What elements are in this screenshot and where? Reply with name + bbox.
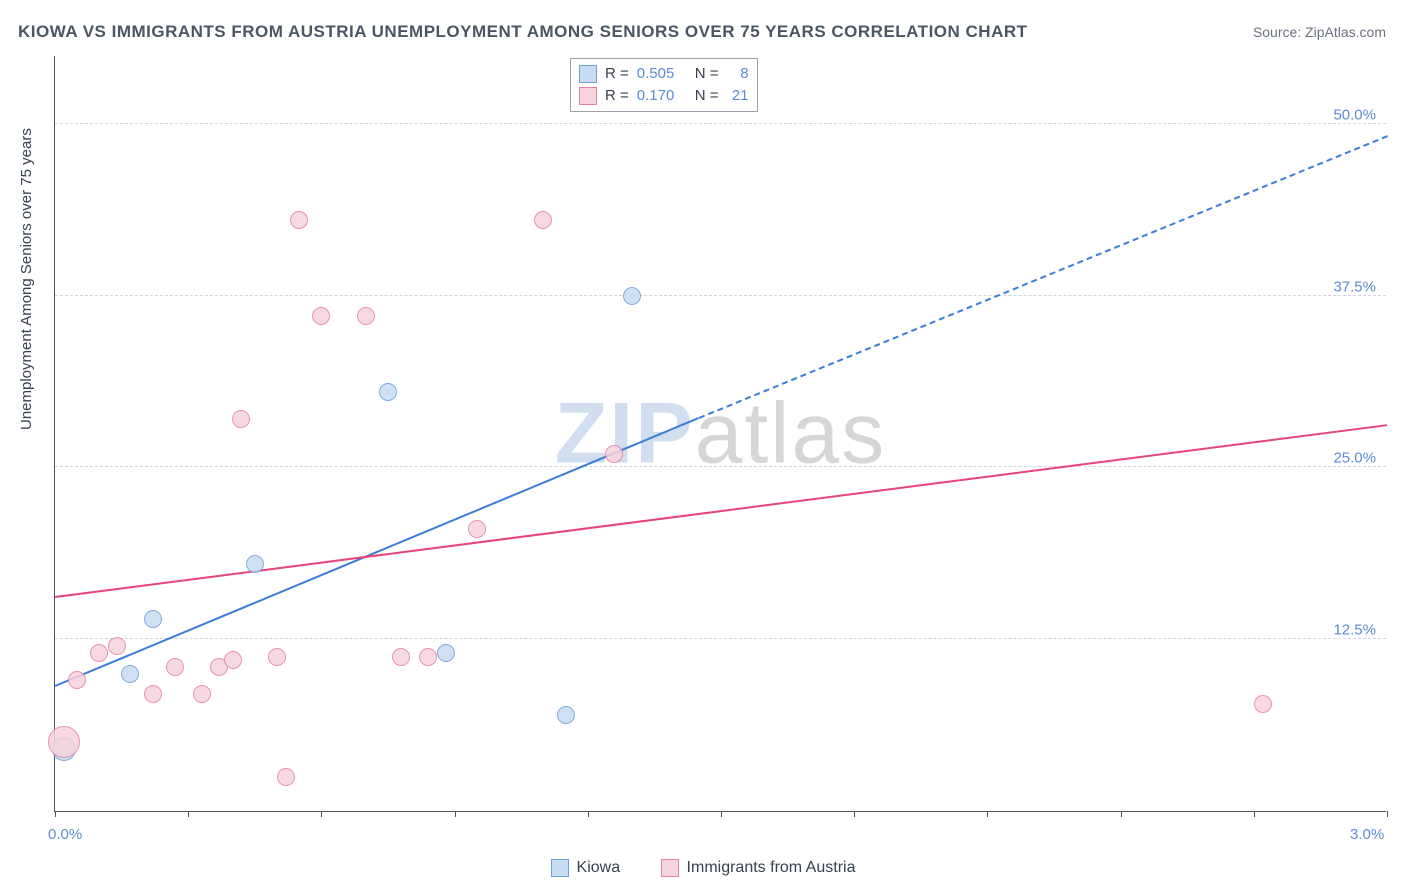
trend-line-extrapolated xyxy=(698,136,1387,420)
data-point-kiowa xyxy=(623,287,641,305)
legend-row-kiowa: R = 0.505 N = 8 xyxy=(579,63,749,85)
data-point-austria xyxy=(90,644,108,662)
y-tick-label: 12.5% xyxy=(1333,622,1376,639)
legend-row-austria: R = 0.170 N = 21 xyxy=(579,85,749,107)
x-min-label: 0.0% xyxy=(48,826,82,843)
data-point-austria xyxy=(268,648,286,666)
r-label: R = xyxy=(605,85,629,107)
x-tick xyxy=(1254,811,1255,817)
data-point-austria xyxy=(312,307,330,325)
data-point-austria xyxy=(193,685,211,703)
swatch-austria-icon xyxy=(661,859,679,877)
data-point-kiowa xyxy=(246,555,264,573)
x-tick xyxy=(721,811,722,817)
x-tick xyxy=(55,811,56,817)
gridline xyxy=(55,123,1386,124)
n-label: N = xyxy=(695,85,719,107)
legend-label-kiowa: Kiowa xyxy=(577,859,621,877)
data-point-austria xyxy=(224,651,242,669)
data-point-austria xyxy=(605,445,623,463)
n-value-austria: 21 xyxy=(727,85,749,107)
gridline xyxy=(55,638,1386,639)
x-tick xyxy=(321,811,322,817)
data-point-austria xyxy=(290,211,308,229)
x-tick xyxy=(987,811,988,817)
x-max-label: 3.0% xyxy=(1350,826,1384,843)
y-tick-label: 25.0% xyxy=(1333,450,1376,467)
swatch-austria xyxy=(579,87,597,105)
data-point-kiowa xyxy=(121,665,139,683)
swatch-kiowa xyxy=(579,65,597,83)
data-point-kiowa xyxy=(379,383,397,401)
y-axis-label: Unemployment Among Seniors over 75 years xyxy=(18,128,35,430)
y-tick-label: 37.5% xyxy=(1333,278,1376,295)
data-point-austria xyxy=(277,768,295,786)
legend-label-austria: Immigrants from Austria xyxy=(687,859,856,877)
n-value-kiowa: 8 xyxy=(727,63,749,85)
data-point-austria xyxy=(48,726,80,758)
data-point-austria xyxy=(232,410,250,428)
series-legend: Kiowa Immigrants from Austria xyxy=(0,859,1406,882)
data-point-austria xyxy=(468,520,486,538)
swatch-kiowa-icon xyxy=(551,859,569,877)
data-point-austria xyxy=(144,685,162,703)
x-tick xyxy=(1121,811,1122,817)
x-tick xyxy=(854,811,855,817)
r-label: R = xyxy=(605,63,629,85)
legend-item-kiowa: Kiowa xyxy=(551,859,621,877)
y-tick-label: 50.0% xyxy=(1333,106,1376,123)
watermark: ZIPatlas xyxy=(555,384,886,483)
x-tick xyxy=(455,811,456,817)
data-point-austria xyxy=(108,637,126,655)
legend-item-austria: Immigrants from Austria xyxy=(661,859,856,877)
x-tick xyxy=(588,811,589,817)
plot-area: ZIPatlas 12.5% 25.0% 37.5% 50.0% xyxy=(54,56,1386,812)
correlation-legend: R = 0.505 N = 8 R = 0.170 N = 21 xyxy=(570,58,758,112)
data-point-kiowa xyxy=(557,706,575,724)
r-value-kiowa: 0.505 xyxy=(637,63,687,85)
chart-title: KIOWA VS IMMIGRANTS FROM AUSTRIA UNEMPLO… xyxy=(18,22,1028,42)
source-credit: Source: ZipAtlas.com xyxy=(1253,24,1386,40)
n-label: N = xyxy=(695,63,719,85)
data-point-austria xyxy=(166,658,184,676)
data-point-austria xyxy=(419,648,437,666)
trend-line xyxy=(55,417,700,687)
gridline xyxy=(55,466,1386,467)
gridline xyxy=(55,295,1386,296)
data-point-kiowa xyxy=(144,610,162,628)
data-point-austria xyxy=(534,211,552,229)
x-tick xyxy=(188,811,189,817)
data-point-kiowa xyxy=(437,644,455,662)
data-point-austria xyxy=(392,648,410,666)
data-point-austria xyxy=(357,307,375,325)
r-value-austria: 0.170 xyxy=(637,85,687,107)
data-point-austria xyxy=(68,671,86,689)
x-tick xyxy=(1387,811,1388,817)
data-point-austria xyxy=(1254,695,1272,713)
